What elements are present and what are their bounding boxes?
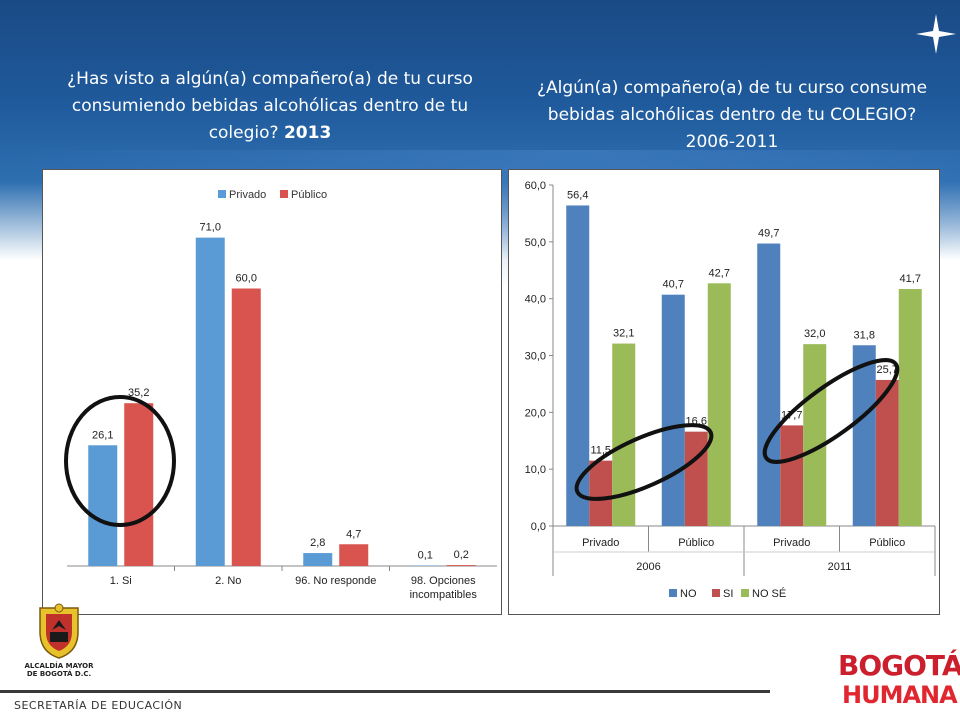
bar (88, 445, 118, 566)
data-label: 35,2 (128, 387, 149, 399)
data-label: 26,1 (92, 429, 113, 441)
x-tick-label: 2. No (215, 575, 241, 587)
left-title-year: 2013 (283, 123, 332, 143)
left-chart-title: ¿Has visto a algún(a) compañero(a) de tu… (60, 66, 480, 147)
legend-label: Público (291, 189, 327, 201)
legend: NO SI NO SÉ (669, 587, 786, 600)
data-label: 2,8 (310, 537, 325, 549)
bar (339, 544, 369, 566)
legend-swatch (741, 589, 749, 597)
bar (589, 460, 613, 526)
data-label: 49,7 (758, 228, 779, 240)
crest-icon (39, 603, 79, 659)
legend-swatch (280, 190, 288, 198)
alcaldia-line1: ALCALDÍA MAYOR (24, 662, 94, 670)
y-tick-label: 50,0 (525, 237, 546, 249)
data-label: 32,0 (804, 328, 825, 340)
bar (684, 431, 708, 526)
data-label: 4,7 (346, 528, 361, 540)
bar (566, 205, 590, 526)
x-tick-label: Privado (773, 537, 810, 549)
y-tick-label: 0,0 (531, 521, 546, 533)
bar (803, 344, 827, 526)
legend-label: Privado (229, 189, 266, 201)
legend-label: NO SÉ (752, 587, 786, 600)
bar (780, 425, 804, 526)
alcaldia-line2: DE BOGOTÁ D.C. (26, 670, 92, 678)
data-label: 40,7 (663, 279, 684, 291)
right-bar-chart: 0,010,020,030,040,050,060,056,411,532,1P… (525, 180, 936, 600)
data-label: 60,0 (236, 273, 257, 285)
x-tick-label: 1. Si (110, 575, 132, 587)
legend-swatch (218, 190, 226, 198)
y-tick-label: 10,0 (525, 464, 546, 476)
data-label: 41,7 (900, 273, 921, 285)
bar (707, 283, 731, 526)
alcaldia-label: ALCALDÍA MAYOR DE BOGOTÁ D.C. (14, 662, 104, 678)
data-label: 0,1 (418, 550, 433, 562)
logo-top-text: BOGOTÁ (838, 649, 960, 682)
bar (757, 243, 781, 526)
legend: Privado Público (218, 189, 327, 201)
logo-bottom-text: HUMANA (842, 681, 958, 709)
group-label: 2011 (828, 561, 852, 573)
x-tick-label: 98. Opciones (411, 575, 476, 587)
bar (303, 553, 333, 566)
left-chart-panel: Privado Público 26,1 35,2 1. Si 71,0 60,0 2. No… (42, 169, 502, 615)
x-tick-label: Público (869, 537, 905, 549)
group-label: 2006 (636, 561, 660, 573)
x-tick-label: Privado (582, 537, 619, 549)
y-tick-label: 40,0 (525, 294, 546, 306)
data-label: 71,0 (200, 222, 221, 234)
data-label: 0,2 (454, 549, 469, 561)
highlight-circle (64, 395, 176, 527)
bar (231, 288, 261, 566)
highlight-ellipse (574, 423, 714, 501)
legend-swatch (712, 589, 720, 597)
data-label: 56,4 (567, 189, 588, 201)
data-label: 25,7 (877, 364, 898, 376)
left-bar-chart: Privado Público 26,1 35,2 1. Si 71,0 60,0 2. No… (64, 189, 497, 601)
data-label: 32,1 (613, 328, 634, 340)
bar (124, 403, 154, 566)
footer-divider (0, 690, 770, 693)
data-label: 31,8 (854, 329, 875, 341)
bar (195, 237, 225, 566)
x-tick-label: Público (678, 537, 714, 549)
right-chart-panel: 0,0 10,0 20,0 30,0 40,0 50,0 60,0 56,4 11,5 32,1 P… (508, 169, 940, 615)
bar (875, 379, 899, 526)
bar (898, 289, 922, 526)
right-chart-title: ¿Algún(a) compañero(a) de tu curso consu… (536, 78, 928, 152)
bar (612, 343, 636, 526)
secretaria-label: SECRETARÍA DE EDUCACIÓN (14, 699, 183, 712)
legend-label: SI (723, 588, 733, 600)
y-tick-label: 60,0 (525, 180, 546, 192)
y-tick-label: 20,0 (525, 407, 546, 419)
highlight-ellipse (762, 358, 900, 464)
left-title-text: ¿Has visto a algún(a) compañero(a) de tu… (67, 69, 473, 143)
legend-swatch (669, 589, 677, 597)
x-tick-label: incompatibles (410, 589, 478, 601)
legend-label: NO (680, 588, 697, 600)
bar (410, 565, 440, 567)
bogota-humana-logo: BOGOTÁ HUMANA (838, 652, 960, 716)
y-tick-label: 30,0 (525, 351, 546, 363)
data-label: 42,7 (709, 267, 730, 279)
bar (852, 345, 876, 526)
star-icon (916, 14, 956, 54)
x-tick-label: 96. No responde (295, 575, 376, 587)
bar (661, 294, 685, 526)
bar (446, 565, 476, 566)
